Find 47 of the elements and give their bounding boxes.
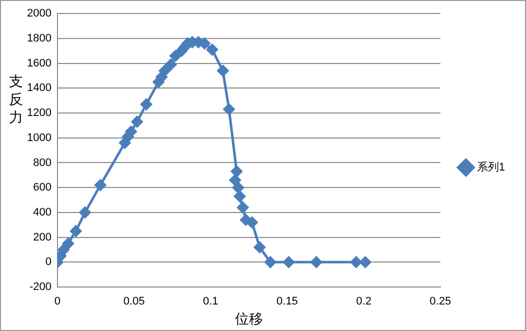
point: [94, 179, 106, 191]
point: [125, 126, 137, 138]
point: [310, 256, 322, 268]
point: [246, 216, 258, 228]
y-tick-label: 1200: [26, 107, 52, 120]
x-tick-label: 0.15: [276, 296, 298, 308]
y-tick-label: 400: [33, 206, 52, 218]
point: [237, 202, 249, 214]
y-tick-label: 800: [33, 156, 52, 169]
point: [234, 190, 246, 202]
y-tick-label: 2000: [26, 8, 52, 20]
point: [230, 166, 242, 178]
point: [140, 98, 152, 110]
point: [232, 182, 244, 194]
y-tick-label: 600: [33, 182, 52, 194]
point: [223, 104, 235, 116]
x-tick-label: 0.2: [356, 296, 372, 308]
x-axis-title: 位移: [234, 310, 263, 326]
x-tick-label: 0: [54, 296, 61, 308]
point: [158, 65, 170, 77]
point: [58, 244, 70, 256]
point: [254, 241, 266, 253]
x-tick-label: 0.25: [430, 296, 452, 308]
y-tick-label: 1000: [26, 132, 52, 144]
y-tick-label: -200: [29, 281, 52, 294]
point: [217, 65, 229, 77]
point: [170, 50, 182, 62]
x-tick-label: 0.1: [202, 296, 218, 308]
point: [264, 256, 276, 268]
point: [360, 256, 372, 268]
legend-label: 系列1: [476, 160, 506, 174]
y-tick-label: 0: [45, 256, 52, 268]
point: [131, 116, 143, 128]
point: [62, 238, 74, 250]
point: [229, 174, 241, 186]
x-tick-label: 0.05: [123, 296, 145, 308]
y-tick-label: 200: [33, 231, 52, 244]
y-tick-label: 1600: [26, 57, 52, 70]
y-axis-title: 支反力: [9, 73, 24, 127]
point: [283, 256, 294, 268]
point: [79, 206, 91, 218]
point: [350, 256, 362, 268]
point: [165, 58, 177, 70]
point: [70, 225, 82, 237]
y-tick-label: 1800: [26, 32, 52, 44]
y-tick-label: 1400: [26, 82, 52, 94]
point: [206, 44, 218, 56]
